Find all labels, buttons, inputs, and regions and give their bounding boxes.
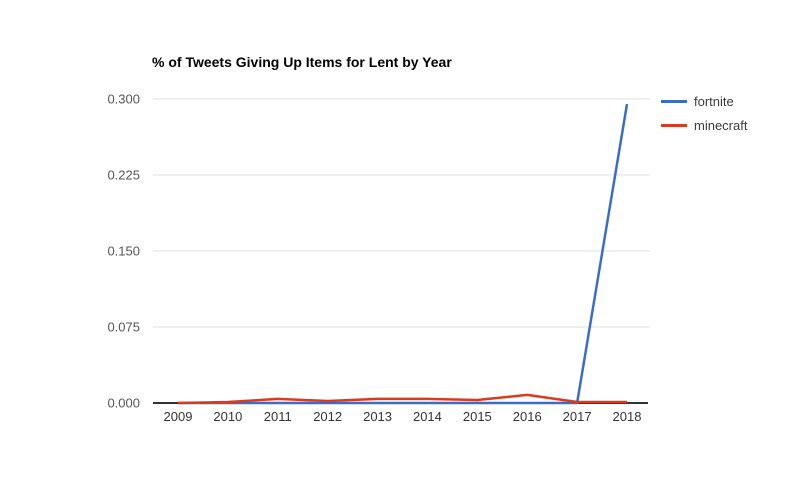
x-tick-label: 2013 [363, 409, 392, 424]
legend-label: fortnite [694, 93, 734, 109]
legend-item-minecraft: minecraft [661, 113, 747, 137]
x-tick-label: 2012 [313, 409, 342, 424]
legend-line-swatch [661, 99, 687, 103]
chart-title: % of Tweets Giving Up Items for Lent by … [152, 54, 452, 70]
y-tick-label: 0.000 [107, 396, 140, 411]
y-tick-label: 0.150 [107, 244, 140, 259]
x-tick-label: 2009 [164, 409, 193, 424]
legend-item-fortnite: fortnite [661, 89, 747, 113]
legend-label: minecraft [694, 117, 748, 133]
y-tick-label: 0.225 [107, 168, 140, 183]
legend: fortnite minecraft [661, 89, 747, 137]
x-tick-label: 2011 [264, 409, 292, 424]
x-tick-label: 2016 [513, 409, 542, 424]
x-tick-label: 2014 [413, 409, 442, 424]
x-tick-label: 2010 [213, 409, 242, 424]
x-tick-label: 2017 [563, 409, 592, 424]
legend-line-swatch [661, 123, 687, 127]
y-tick-label: 0.300 [107, 92, 140, 107]
series-line-fortnite [178, 103, 629, 405]
y-tick-label: 0.075 [107, 320, 140, 335]
x-tick-label: 2015 [463, 409, 492, 424]
x-tick-label: 2018 [613, 409, 642, 424]
series-line-minecraft [177, 393, 627, 405]
